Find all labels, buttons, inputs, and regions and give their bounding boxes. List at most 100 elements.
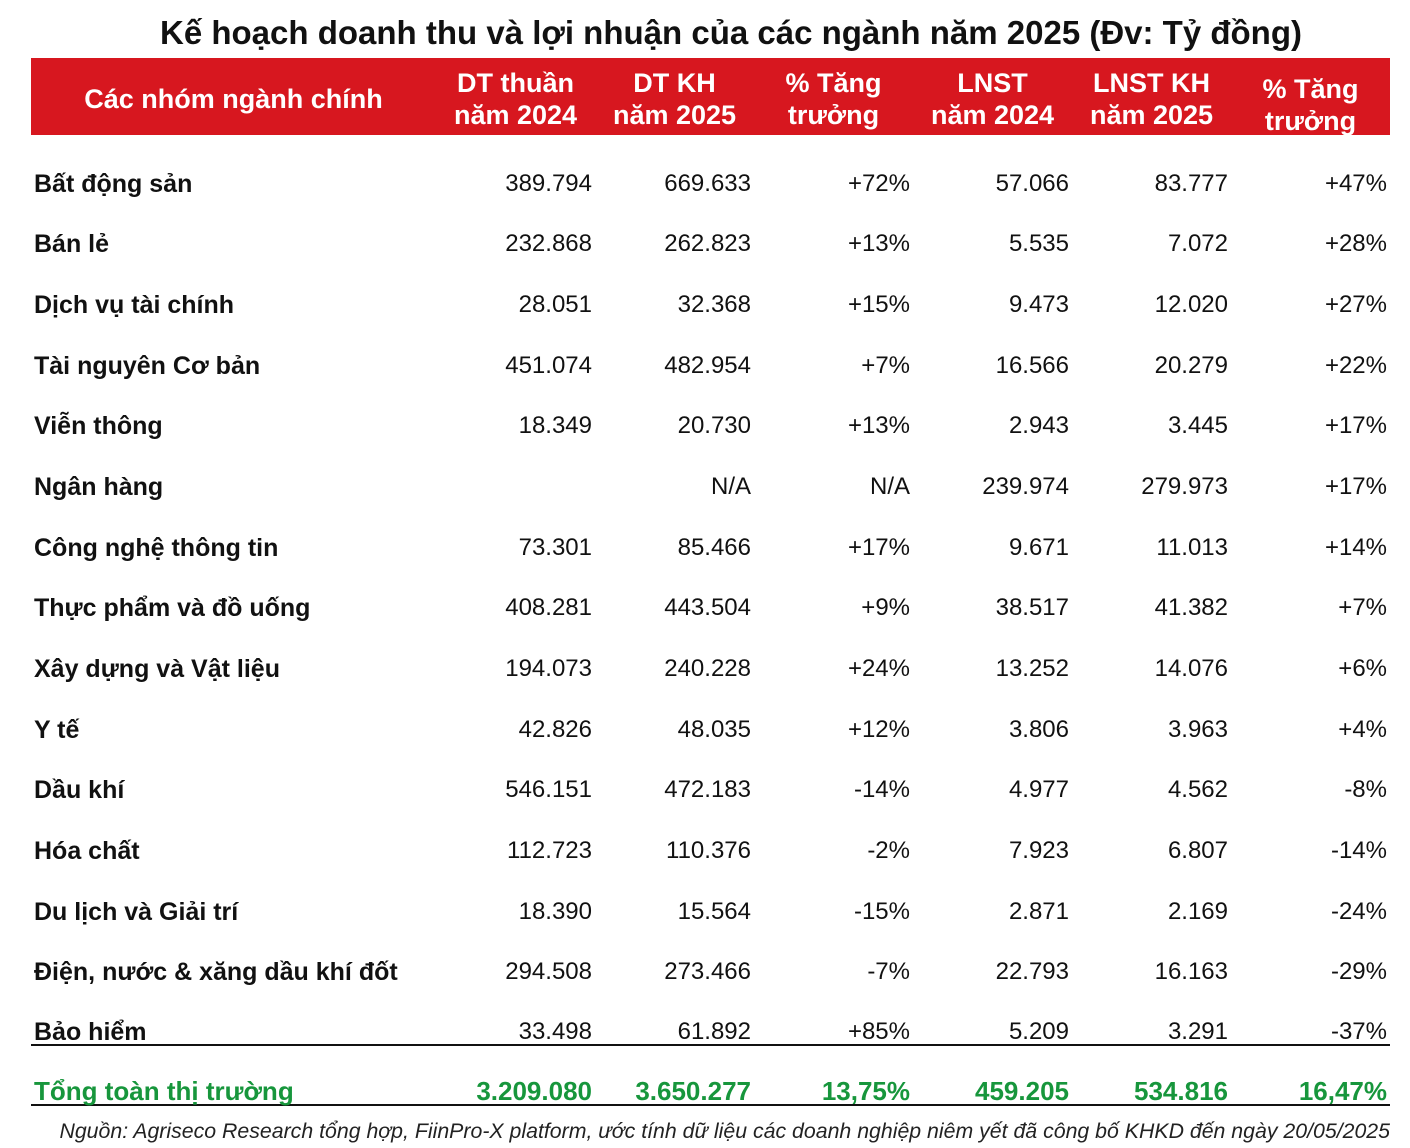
revenue-growth-cell: 13,75% <box>754 1044 913 1106</box>
header-line: năm 2024 <box>453 100 578 130</box>
profit-growth-cell: +4% <box>1338 715 1387 743</box>
profit-2024-cell: 9.671 <box>1008 533 1069 561</box>
header-line: năm 2024 <box>930 100 1055 130</box>
revenue-plan-2025-cell: 3.650.277 <box>595 1044 754 1106</box>
header-revenue-2024: DT thuần năm 2024 <box>436 58 595 135</box>
profit-growth-cell: +47% <box>1324 169 1387 197</box>
table-body: Bất động sản 389.794 669.633 +72% 57.066 83.7… <box>31 135 1390 1106</box>
profit-2024-cell: 239.974 <box>982 472 1069 500</box>
sector-name-cell: Điện, nước & xăng dầu khí đốt <box>34 958 398 987</box>
profit-growth-cell: +22% <box>1324 351 1387 379</box>
table-row: Viễn thông 18.349 20.730 +13% 2.943 3.445 +17% <box>31 378 1390 439</box>
header-line: LNST <box>957 68 1028 98</box>
sector-name-cell: Du lịch và Giải trí <box>34 897 239 926</box>
sector-name-cell: Dịch vụ tài chính <box>34 290 235 319</box>
revenue-2024-cell: 3.209.080 <box>436 1044 595 1106</box>
revenue-plan-2025-cell: 240.228 <box>664 654 751 682</box>
revenue-plan-2025-cell: 443.504 <box>664 594 751 622</box>
revenue-plan-2025-cell: 110.376 <box>666 836 751 864</box>
header-line: DT thuần <box>457 68 574 98</box>
revenue-plan-2025-cell: 262.823 <box>664 230 751 258</box>
profit-plan-2025-cell: 279.973 <box>1141 472 1228 500</box>
revenue-2024-cell: 18.390 <box>518 897 592 925</box>
revenue-growth-cell: +24% <box>847 654 910 682</box>
revenue-2024-cell: 73.301 <box>518 533 592 561</box>
table-row: Công nghệ thông tin 73.301 85.466 +17% 9.671… <box>31 499 1390 560</box>
revenue-plan-2025-cell: 85.466 <box>677 533 751 561</box>
revenue-growth-cell: N/A <box>869 472 910 500</box>
table-row: Ngân hàng N/A N/A 239.974 279.973 +17% <box>31 438 1390 501</box>
header-profit-plan-2025: LNST KH năm 2025 <box>1072 58 1231 135</box>
revenue-growth-cell: +85% <box>754 984 913 1046</box>
header-line: LNST KH <box>1093 68 1210 98</box>
sector-name-cell: Bảo hiểm <box>31 984 436 1046</box>
profit-2024-cell: 2.871 <box>1008 897 1069 925</box>
revenue-growth-cell: +13% <box>847 230 910 258</box>
profit-2024-cell: 7.923 <box>1008 836 1069 864</box>
sector-name-cell: Thực phẩm và đồ uống <box>34 594 311 623</box>
table-row: Điện, nước & xăng dầu khí đốt 294.508 273.… <box>31 924 1390 985</box>
profit-growth-cell: +14% <box>1324 533 1387 561</box>
profit-plan-2025-cell: 16.163 <box>1154 958 1228 986</box>
table-row: Bất động sản 389.794 669.633 +72% 57.066 83.7… <box>31 135 1390 196</box>
profit-2024-cell: 38.517 <box>995 594 1069 622</box>
sector-name-cell: Bán lẻ <box>34 230 110 259</box>
profit-plan-2025-cell: 6.807 <box>1167 836 1228 864</box>
table-row: Y tế 42.826 48.035 +12% 3.806 3.963 +4% <box>31 681 1390 742</box>
revenue-growth-cell: +12% <box>847 715 910 743</box>
table-row: Bảo hiểm 33.498 61.892 +85% 5.209 3.291 -37% <box>31 984 1390 1046</box>
sector-name-cell: Dầu khí <box>34 776 125 805</box>
header-line: Các nhóm ngành chính <box>84 84 383 114</box>
header-line: % Tăng <box>1262 74 1359 104</box>
sector-name-cell: Bất động sản <box>34 169 193 198</box>
profit-growth-cell: -14% <box>1330 836 1387 864</box>
revenue-plan-2025-cell: 669.633 <box>664 169 751 197</box>
revenue-growth-cell: +15% <box>847 290 910 318</box>
profit-growth-cell: +6% <box>1338 654 1387 682</box>
revenue-2024-cell: 42.826 <box>518 715 592 743</box>
header-line: năm 2025 <box>612 100 737 130</box>
table-row: Du lịch và Giải trí 18.390 15.564 -15% 2.871… <box>31 863 1390 924</box>
revenue-growth-cell: +13% <box>847 412 910 440</box>
revenue-2024-cell: 232.868 <box>505 230 592 258</box>
profit-plan-2025-cell: 41.382 <box>1154 594 1228 622</box>
profit-plan-2025-cell: 534.816 <box>1072 1044 1231 1106</box>
profit-2024-cell: 2.943 <box>1008 412 1069 440</box>
profit-plan-2025-cell: 11.013 <box>1156 533 1228 561</box>
profit-2024-cell: 5.535 <box>1008 230 1069 258</box>
header-profit-growth: % Tăng trưởng <box>1231 58 1390 136</box>
header-line: % Tăng <box>785 68 882 98</box>
revenue-growth-cell: +7% <box>861 351 910 379</box>
header-profit-2024: LNST năm 2024 <box>913 58 1072 135</box>
profit-2024-cell: 16.566 <box>995 351 1069 379</box>
header-line: DT KH <box>633 68 716 98</box>
table-row: Dầu khí 546.151 472.183 -14% 4.977 4.562 -8% <box>31 742 1390 803</box>
revenue-plan-2025-cell: N/A <box>710 472 751 500</box>
sector-name-cell: Công nghệ thông tin <box>34 533 279 562</box>
table-row: Xây dựng và Vật liệu 194.073 240.228 +24% 13… <box>31 620 1390 681</box>
profit-plan-2025-cell: 20.279 <box>1154 351 1228 379</box>
revenue-plan-2025-cell: 32.368 <box>677 290 751 318</box>
header-line: năm 2025 <box>1089 100 1214 130</box>
total-row: Tổng toàn thị trường 3.209.080 3.650.277 13… <box>31 1044 1390 1106</box>
table-row: Hóa chất 112.723 110.376 -2% 7.923 6.807 -14% <box>31 802 1390 863</box>
profit-growth-cell: +17% <box>1324 412 1387 440</box>
profit-plan-2025-cell: 4.562 <box>1167 776 1228 804</box>
revenue-growth-cell: -15% <box>853 897 910 925</box>
header-row: Các nhóm ngành chính DT thuần năm 2024 D… <box>31 58 1390 136</box>
header-sector: Các nhóm ngành chính <box>31 58 436 135</box>
profit-growth-cell: +17% <box>1324 472 1387 500</box>
table-title: Kế hoạch doanh thu và lợi nhuận của các … <box>160 14 1302 51</box>
sector-name-cell: Xây dựng và Vật liệu <box>34 654 280 683</box>
revenue-plan-2025-cell: 20.730 <box>677 412 751 440</box>
header-line: trưởng <box>1264 106 1357 136</box>
revenue-plan-2025-cell: 48.035 <box>677 715 751 743</box>
sector-name-cell: Ngân hàng <box>34 472 164 501</box>
revenue-2024-cell: 408.281 <box>505 594 592 622</box>
profit-2024-cell: 4.977 <box>1008 776 1069 804</box>
profit-2024-cell: 3.806 <box>1008 715 1069 743</box>
revenue-plan-2025-cell: 273.466 <box>664 958 751 986</box>
revenue-growth-cell: +9% <box>861 594 910 622</box>
revenue-growth-cell: -14% <box>853 776 910 804</box>
table-row: Thực phẩm và đồ uống 408.281 443.504 +9% 38.… <box>31 560 1390 621</box>
